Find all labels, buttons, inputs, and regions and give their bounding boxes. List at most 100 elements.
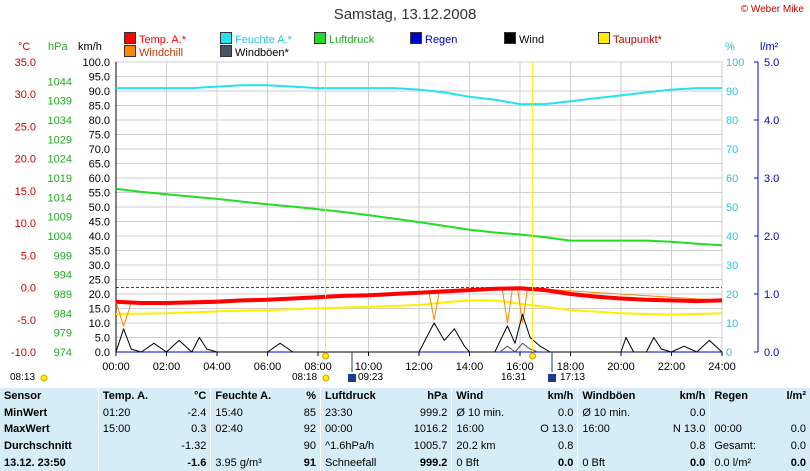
stats-row-current: 13.12. 23:50 -1.6 3.95 g/m³ 91 Schneefall 9… (0, 454, 810, 471)
wind-tick-label: 80.0 (89, 115, 110, 127)
sun-icon-2 (322, 374, 330, 382)
wind-tick-label: 20.0 (89, 289, 110, 301)
humidity-tick-label: 10 (726, 318, 738, 330)
series-line-feuchte-a (116, 84, 722, 106)
x-tick-label: 14:00 (456, 361, 484, 373)
x-tick-label: 04:00 (203, 361, 231, 373)
legend-item-gusts[interactable]: Windböen* (220, 45, 289, 59)
chart-axes: 35.0 30.0 25.0 20.0 15.0 10.0 5.0 0.0 -5.0 -10.0 1… (11, 57, 779, 373)
pressure-tick-label: 979 (54, 328, 72, 340)
rain-tick-label: 3.0 (764, 173, 779, 185)
sunset-dot (529, 352, 537, 360)
temp-tick-label: -10.0 (11, 347, 36, 359)
humidity-tick-label: 100 (726, 57, 744, 69)
x-tick-label: 10:00 (355, 361, 383, 373)
pressure-tick-label: 1039 (48, 96, 72, 108)
sunrise-dot (322, 352, 330, 360)
x-tick-label: 20:00 (607, 361, 635, 373)
wind-tick-label: 85.0 (89, 101, 110, 113)
wind-tick-label: 50.0 (89, 202, 110, 214)
series-line-wind (115, 313, 723, 353)
humidity-tick-label: 40 (726, 231, 738, 243)
humidity-tick-label: 80 (726, 115, 738, 127)
wind-tick-label: 0.0 (95, 347, 110, 359)
temp-tick-label: 35.0 (15, 57, 36, 69)
weather-chart: 35.0 30.0 25.0 20.0 15.0 10.0 5.0 0.0 -5.0 -10.0 1… (11, 57, 779, 382)
x-tick-label: 16:00 (506, 361, 534, 373)
stats-row-max: MaxWert 15:00 0.3 02:40 92 00:00 1016.2 16:0… (0, 421, 810, 438)
pressure-tick-label: 1009 (48, 212, 72, 224)
temp-tick-label: 0.0 (21, 283, 36, 295)
series-line-temp-a (115, 286, 723, 305)
rain-tick-label: 5.0 (764, 57, 779, 69)
legend-item-pressure[interactable]: Luftdruck (314, 32, 374, 46)
sun-markers (40, 62, 556, 382)
brand-label[interactable]: © Weber Mike (740, 4, 804, 15)
unit-temp: °C (18, 41, 31, 53)
x-tick-label: 00:00 (102, 361, 130, 373)
x-tick-label: 02:00 (153, 361, 181, 373)
x-tick-label: 18:00 (557, 361, 585, 373)
temp-tick-label: 30.0 (15, 89, 36, 101)
legend-item-wind[interactable]: Wind (504, 32, 544, 46)
wind-tick-label: 30.0 (89, 260, 110, 272)
wind-tick-label: 55.0 (89, 188, 110, 200)
unit-rain: l/m² (760, 41, 779, 53)
sun-marker-3: 16:31 (501, 372, 527, 383)
x-tick-label: 24:00 (708, 361, 736, 373)
temp-tick-label: 25.0 (15, 121, 36, 133)
pressure-tick-label: 1044 (48, 76, 72, 88)
chart-series (115, 84, 723, 353)
pressure-tick-label: 1034 (48, 115, 72, 127)
wind-tick-label: 65.0 (89, 159, 110, 171)
wind-tick-label: 90.0 (89, 86, 110, 98)
chart-grid (115, 61, 723, 353)
humidity-tick-label: 30 (726, 260, 738, 272)
wind-tick-label: 25.0 (89, 275, 110, 287)
humidity-tick-label: 20 (726, 289, 738, 301)
wind-tick-label: 15.0 (89, 304, 110, 316)
sun-marker-1: 08:18 (292, 372, 318, 383)
pressure-tick-label: 994 (54, 270, 72, 282)
series-line-luftdruck (115, 187, 723, 247)
sun-marker-2: 09:23 (358, 372, 384, 383)
wind-tick-label: 100.0 (82, 57, 110, 69)
legend-item-windchill[interactable]: Windchill (124, 45, 183, 59)
sun-marker-4: 17:13 (560, 372, 586, 383)
moonrise-icon (348, 374, 356, 382)
legend-item-temp[interactable]: Temp. A.* (124, 32, 186, 46)
humidity-tick-label: 60 (726, 173, 738, 185)
unit-humidity: % (725, 41, 735, 53)
temp-tick-label: 5.0 (21, 250, 36, 262)
rain-tick-label: 1.0 (764, 289, 779, 301)
stats-row-min: MinWert 01:20 -2.4 15:40 85 23:30 999.2 Ø 10… (0, 404, 810, 422)
temp-tick-label: -5.0 (17, 315, 36, 327)
moonset-icon (548, 374, 556, 382)
legend-item-humidity[interactable]: Feuchte A.* (220, 32, 292, 46)
wind-tick-label: 10.0 (89, 318, 110, 330)
wind-tick-label: 95.0 (89, 72, 110, 84)
x-tick-label: 22:00 (658, 361, 686, 373)
pressure-tick-label: 974 (54, 347, 72, 359)
wind-tick-label: 5.0 (95, 333, 110, 345)
stats-header-row: Sensor Temp. A. °C Feuchte A.% Luftdruck hP… (0, 388, 810, 405)
pressure-tick-label: 1004 (48, 231, 72, 243)
pressure-tick-label: 984 (54, 308, 72, 320)
pressure-tick-label: 1024 (48, 154, 72, 166)
sunrise-icon (40, 374, 48, 382)
wind-tick-label: 75.0 (89, 130, 110, 142)
pressure-tick-label: 1029 (48, 134, 72, 146)
legend-item-dewpoint[interactable]: Taupunkt* (598, 32, 662, 46)
humidity-tick-label: 70 (726, 144, 738, 156)
humidity-tick-label: 0 (726, 347, 732, 359)
unit-pressure: hPa (48, 41, 68, 53)
unit-wind: km/h (78, 41, 102, 53)
sunrise-label: 08:13 (10, 372, 36, 383)
x-tick-label: 12:00 (405, 361, 433, 373)
temp-tick-label: 20.0 (15, 154, 36, 166)
x-tick-label: 08:00 (304, 361, 332, 373)
pressure-tick-label: 1014 (48, 192, 72, 204)
stats-table: Sensor Temp. A. °C Feuchte A.% Luftdruck hP… (0, 388, 810, 471)
legend-item-rain[interactable]: Regen (410, 32, 457, 46)
temp-tick-label: 10.0 (15, 218, 36, 230)
